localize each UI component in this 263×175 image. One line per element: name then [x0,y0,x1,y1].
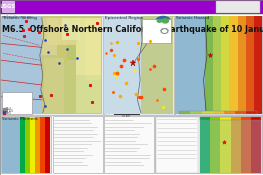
Bar [142,19,171,43]
Bar [205,16,213,114]
Bar [221,16,229,114]
Bar [76,75,100,113]
Bar [200,117,210,173]
Bar [1,16,103,115]
Bar [42,16,102,114]
Bar [57,18,67,65]
Bar [210,117,220,120]
Bar [2,1,14,12]
Bar [104,16,174,115]
Text: M6.5  Offshore Northern California  Earthquake of 10 January 2010: M6.5 Offshore Northern California Earthq… [2,25,263,34]
Text: USGS: USGS [0,4,16,9]
Text: Tectonic Setting: Tectonic Setting [2,16,37,20]
Bar [0,0,263,14]
Bar [220,117,231,120]
Bar [40,170,45,172]
Bar [251,117,261,173]
Bar [1,116,51,173]
Text: Seismic Moment: Seismic Moment [2,117,38,121]
Bar [44,58,64,113]
Bar [224,111,235,114]
Bar [104,16,143,114]
Circle shape [161,29,168,33]
Bar [237,16,246,114]
Bar [141,16,173,114]
Bar [213,16,221,114]
Bar [241,117,251,173]
Bar [155,116,262,173]
Bar [30,170,35,172]
Bar [210,117,220,173]
Bar [156,117,198,173]
Bar [231,117,241,173]
Bar [200,117,210,120]
Bar [190,111,201,114]
Bar [35,117,40,173]
Bar [2,16,42,114]
Bar [47,18,77,46]
Bar [104,116,154,173]
Bar [200,117,261,120]
Bar [200,117,261,173]
Bar [45,170,50,172]
Circle shape [161,29,168,33]
Bar [45,117,50,173]
Bar [76,18,85,75]
Circle shape [157,19,161,22]
Text: 50 km: 50 km [122,114,130,118]
Text: M 3-5: M 3-5 [6,109,13,113]
Text: earthquake.usgs.gov: earthquake.usgs.gov [2,15,34,19]
Bar [2,117,21,173]
Bar [213,111,224,114]
Bar [25,170,30,172]
Bar [2,92,33,114]
Bar [231,117,241,120]
Bar [175,16,262,115]
Bar [246,111,257,114]
Bar [251,117,261,120]
Bar [201,111,213,114]
Bar [254,16,262,114]
Text: M>5: M>5 [6,111,11,115]
Bar [179,111,257,114]
Bar [229,16,237,114]
Bar [25,117,30,173]
Bar [30,117,35,173]
Wedge shape [161,31,168,33]
Bar [53,116,103,173]
Bar [67,18,79,60]
Bar [40,117,45,173]
Bar [42,18,57,55]
Bar [35,170,40,172]
Bar [220,117,231,173]
Circle shape [162,19,168,23]
Bar [20,117,25,173]
Wedge shape [161,29,168,31]
Text: Seismic Hazard: Seismic Hazard [176,16,209,20]
Circle shape [156,16,170,26]
Bar [241,117,251,120]
Bar [246,16,254,114]
Bar [64,63,76,113]
Text: Epicentral Region: Epicentral Region [105,16,143,20]
Bar [179,111,190,114]
Bar [175,16,206,114]
Bar [85,18,100,80]
Text: M<3: M<3 [6,107,11,111]
Bar [216,1,260,13]
Bar [62,18,80,40]
Bar [235,111,246,114]
Bar [20,170,25,172]
